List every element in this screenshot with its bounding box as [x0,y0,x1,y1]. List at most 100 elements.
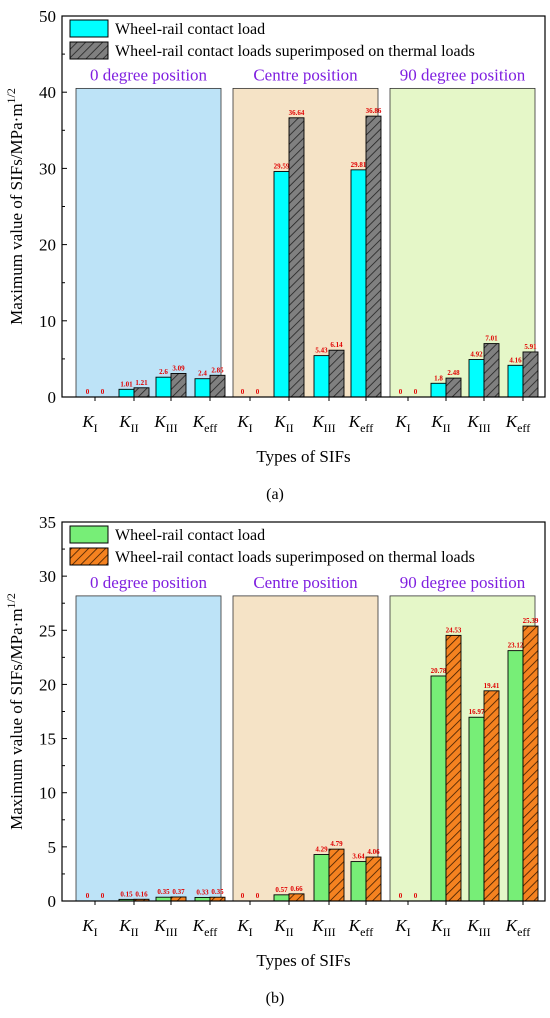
x-tick-label: Keff [505,916,530,939]
x-tick-sub: II [443,421,451,435]
data-label: 3.09 [172,364,185,372]
data-label: 5.91 [524,343,537,351]
bar-combined [209,374,226,398]
data-label: 24.53 [446,626,462,634]
y-tick-label: 5 [48,838,57,857]
legend-label: Wheel-rail contact load [115,21,265,38]
group-bg [75,87,222,398]
data-label: 0 [86,388,90,396]
x-tick-label: Keff [348,412,373,435]
y-axis-label: Maximum value of SIFs/MPa·m1/2 [4,593,26,830]
x-tick-sub: II [286,925,294,939]
y-tick-label: 20 [39,236,56,255]
x-tick-sub: I [94,925,98,939]
x-tick-sub: I [407,421,411,435]
x-tick-label: KII [273,916,293,939]
data-label: 23.12 [508,642,524,650]
bar-contact [507,364,524,398]
bar-combined [483,343,500,398]
x-tick-label: KIII [153,412,177,435]
group-label: 0 degree position [90,573,208,592]
data-label: 0 [414,892,418,900]
group-label: 90 degree position [400,573,526,592]
bar-combined [328,349,345,398]
bar-combined [365,115,382,398]
x-tick-sub: III [166,421,178,435]
y-tick-label: 20 [39,675,56,694]
x-tick-label: KIII [311,916,335,939]
data-label: 2.48 [447,369,460,377]
bar-combined [288,893,305,902]
chart-a: 0 degree position Centre position 90 degre… [4,7,546,466]
x-tick-label: KII [273,412,293,435]
data-label: 6.14 [330,341,343,349]
x-tick-label: KI [236,412,252,435]
x-tick-sub: III [479,421,491,435]
bar-combined [170,896,187,902]
bar-combined [288,117,305,398]
bar-combined [483,690,500,902]
data-label: 16.97 [469,708,485,716]
x-tick-label: KI [394,412,410,435]
group-label: Centre position [253,65,358,84]
data-label: 0 [101,388,105,396]
data-label: 0.57 [275,886,288,894]
bar-combined [445,377,462,398]
data-label: 0.37 [172,888,185,896]
chart-b: 0 degree position Centre position 90 degre… [4,513,546,970]
y-tick-label: 0 [48,388,57,407]
legend-swatch [69,525,109,544]
x-tick-sub: II [286,421,294,435]
bar-contact [350,861,367,902]
data-label: 0 [86,892,90,900]
data-label: 19.41 [484,682,500,690]
bar-contact [313,854,330,902]
x-tick-sub: I [407,925,411,939]
legend-swatch [69,19,109,38]
x-tick-sub: I [249,421,253,435]
data-label: 0 [256,892,260,900]
data-label: 0 [241,892,245,900]
x-tick-label: Keff [505,412,530,435]
bar-contact [313,355,330,398]
y-tick-label: 0 [48,892,57,911]
x-tick-label: Keff [192,412,217,435]
group-bg [389,87,536,398]
x-tick-sub: eff [360,421,373,435]
data-label: 2.4 [198,370,207,378]
bar-combined [133,387,150,398]
data-label: 1.21 [135,379,148,387]
x-tick-sub: eff [517,421,530,435]
x-tick-label: KII [118,916,138,939]
bar-contact [468,716,485,902]
bar-combined [328,848,345,902]
x-tick-label: KI [81,916,97,939]
bar-combined [522,351,539,398]
data-label: 29.81 [351,161,367,169]
data-label: 4.92 [470,351,483,359]
x-tick-label: Keff [348,916,373,939]
data-label: 0 [414,388,418,396]
data-label: 1.8 [434,374,443,382]
y-tick-label: 15 [39,730,56,749]
x-tick-label: KII [430,412,450,435]
data-label: 0.35 [211,888,224,896]
y-tick-label: 35 [39,513,56,532]
x-tick-label: KIII [466,916,490,939]
x-tick-sub: III [166,925,178,939]
bar-contact [118,388,135,398]
bar-contact [430,382,447,398]
data-label: 4.79 [330,840,343,848]
data-label: 36.64 [289,109,305,117]
data-label: 2.6 [159,368,168,376]
y-tick-label: 25 [39,621,56,640]
x-tick-sub: I [249,925,253,939]
y-tick-label: 40 [39,83,56,102]
data-label: 0.15 [120,890,133,898]
data-label: 36.86 [366,107,382,115]
data-label: 0.33 [196,888,209,896]
legend-swatch [69,547,109,566]
data-label: 0.35 [157,888,170,896]
data-label: 20.78 [431,667,447,675]
bar-contact [273,894,290,902]
